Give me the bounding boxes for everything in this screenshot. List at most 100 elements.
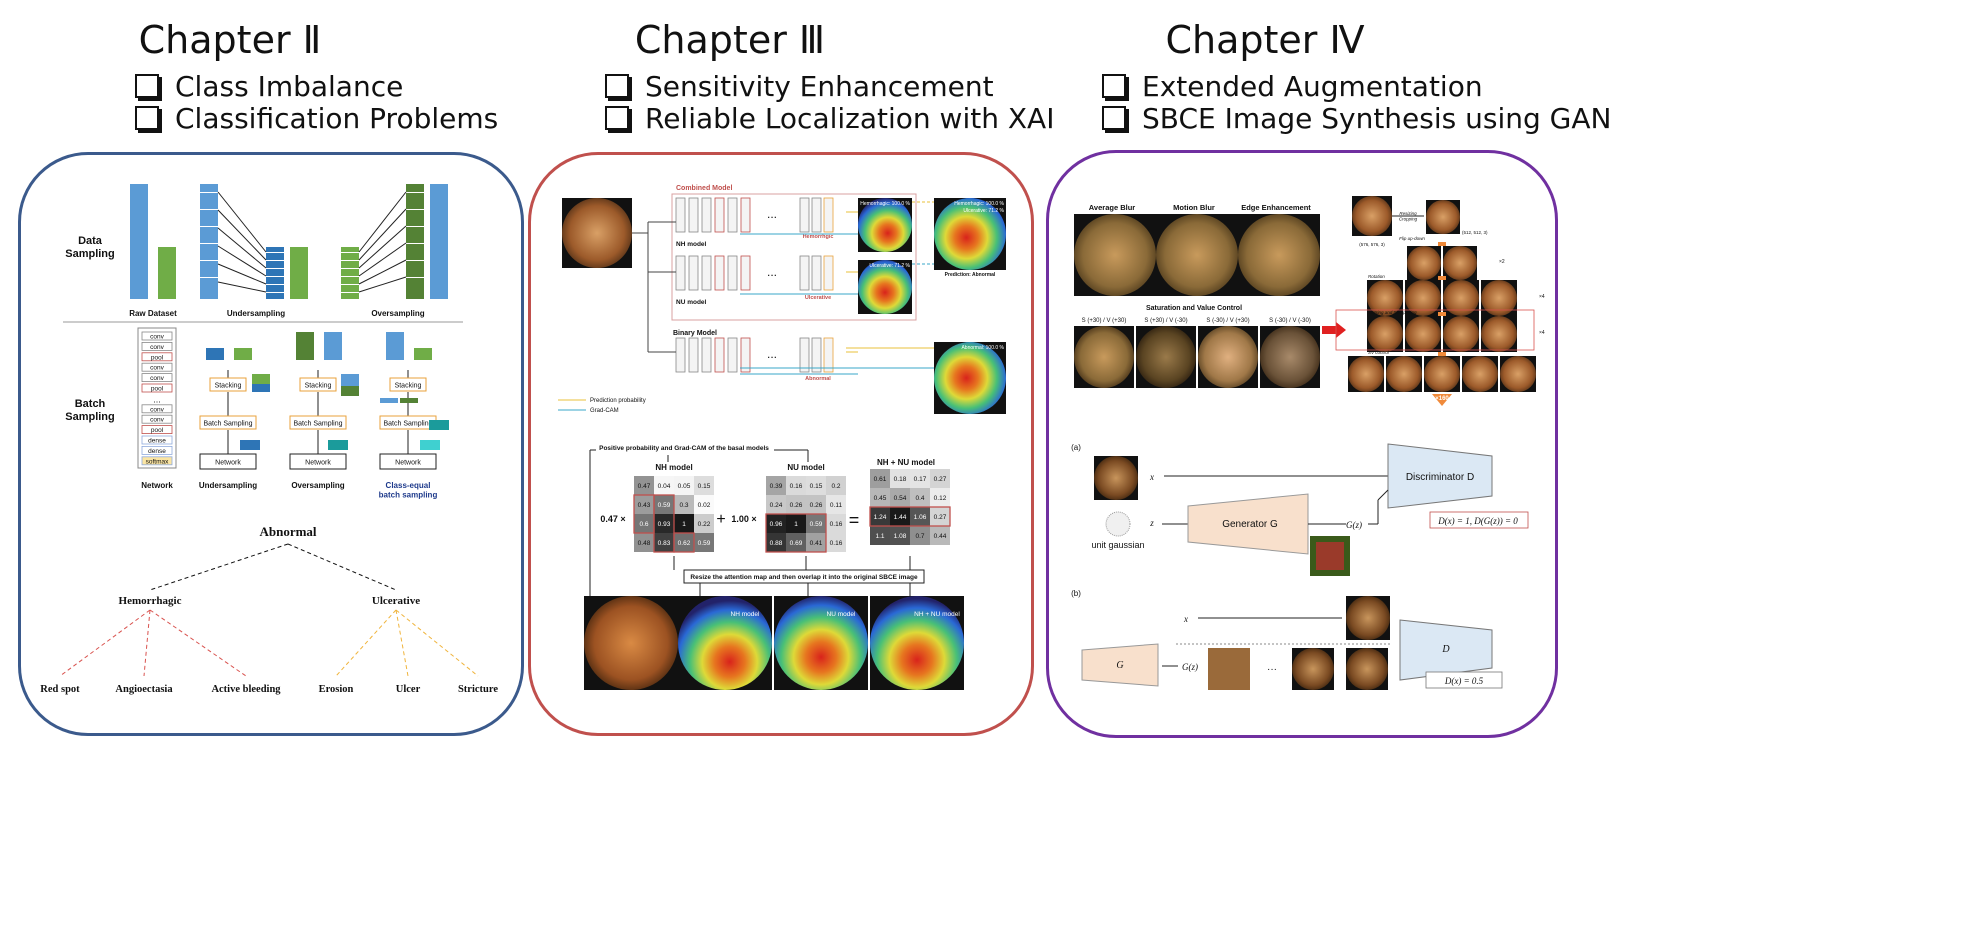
- sv-label: S (+30) / V (+30): [1082, 318, 1127, 324]
- tree-leaf: Ulcer: [396, 684, 421, 695]
- z-variable: z: [1149, 518, 1154, 528]
- goal-label: Classification Problems: [175, 102, 499, 135]
- batch-output: [240, 440, 260, 450]
- bar-divider: [406, 226, 424, 227]
- tree-edge: [59, 609, 151, 677]
- checkbox-icon: [135, 74, 159, 98]
- augmentation-label: Motion Blur: [1173, 203, 1215, 212]
- tree-leaf: Active bleeding: [211, 684, 281, 695]
- tree-edge: [395, 609, 479, 677]
- raw-bar-majority: [130, 184, 148, 299]
- prediction-label: Prediction: Abnormal: [945, 272, 996, 278]
- nh-matrix-value: 0.62: [678, 540, 691, 547]
- ellipsis: ...: [767, 207, 777, 221]
- sum-matrix-cell: [930, 488, 950, 507]
- class-equal-col-stacking-box: [389, 377, 427, 392]
- chapter-goal-item: Sensitivity Enhancement: [605, 70, 994, 103]
- layer-label: dense: [148, 448, 166, 455]
- nu-matrix-value: 0.96: [770, 521, 783, 528]
- batch-sampling-box-label: Batch Sampling: [203, 421, 252, 428]
- layer-label: pool: [151, 427, 164, 434]
- pipeline-connector: [1438, 352, 1446, 356]
- chapter-goal-item: SBCE Image Synthesis using GAN: [1102, 102, 1611, 135]
- nu-cnn-layer: [811, 255, 822, 291]
- over-arrow: [358, 191, 407, 253]
- blur-label: Blurring and Sharpening: [1368, 310, 1417, 315]
- pipeline-aug-image: [1443, 280, 1479, 316]
- overlay-label: NU model: [827, 611, 856, 618]
- sum-matrix-cell: [890, 469, 910, 488]
- oversampling-col-batch-box: [289, 415, 347, 430]
- oversampling-col-network-box: [289, 453, 347, 470]
- stack-part: [341, 374, 359, 386]
- batch-output: [420, 440, 440, 450]
- sv-image: [1136, 326, 1196, 388]
- nu-heatmap: [858, 260, 912, 314]
- goal-label: SBCE Image Synthesis using GAN: [1142, 102, 1612, 135]
- column-label: Undersampling: [199, 481, 257, 490]
- layer-label: conv: [150, 417, 164, 424]
- bar-divider: [406, 192, 424, 193]
- nh-matrix-cell: [654, 495, 674, 514]
- sum-matrix-cell: [870, 469, 890, 488]
- nh-cnn-layer: [727, 197, 738, 233]
- data-sampling-label: Data Sampling: [65, 235, 115, 260]
- sv-control-label: SV control: [1368, 350, 1390, 355]
- nu-matrix-value: 0.41: [810, 540, 823, 547]
- nh-matrix-value: 0.93: [658, 521, 671, 528]
- nu-cnn-layer: [701, 255, 712, 291]
- coefficient-nh: 0.47 ×: [600, 514, 625, 524]
- network-box-label: Network: [215, 460, 241, 467]
- nh-cnn-layer: [799, 197, 810, 233]
- layer-label: conv: [150, 406, 164, 413]
- sum-matrix-cell: [870, 507, 890, 526]
- nh-matrix-value: 0.83: [658, 540, 671, 547]
- pipeline-aug-image: [1443, 316, 1479, 352]
- multiplier-label: ×4: [1539, 330, 1545, 336]
- over-arrow: [358, 242, 407, 277]
- sum-matrix-value: 0.27: [934, 476, 947, 483]
- tree-edge: [149, 609, 247, 677]
- highlight: [673, 532, 695, 553]
- resize-crop-label: Resizing Cropping: [1399, 211, 1418, 221]
- generator-b-label: G: [1116, 660, 1123, 671]
- oversampling-col-class-b: [324, 332, 342, 360]
- pipeline-aug-image: [1443, 246, 1477, 280]
- nh-matrix-cell: [674, 533, 694, 552]
- tree-leaf: Erosion: [319, 684, 354, 695]
- multiplier-label: ×2: [1499, 259, 1505, 265]
- nu-matrix-value: 0.26: [790, 502, 803, 509]
- batch-sampling-box-label: Batch Sampling: [383, 421, 432, 428]
- legend-grad-cam: Grad-CAM: [590, 408, 619, 414]
- undersampling-col-class-a: [206, 348, 224, 360]
- pipeline-aug-image: [1367, 280, 1403, 316]
- binary-cnn-layer: [714, 337, 725, 373]
- gan-b-real-image: [1346, 596, 1390, 640]
- sum-matrix-value: 0.45: [874, 495, 887, 502]
- input-endoscopy-image: [562, 198, 632, 268]
- stacking-label: Stacking: [395, 383, 422, 390]
- nu-cnn-layer: [799, 255, 810, 291]
- bar-divider: [200, 192, 218, 193]
- nu-matrix-cell: [806, 495, 826, 514]
- nu-matrix-cell: [766, 476, 786, 495]
- under-arrow: [217, 227, 267, 269]
- binary-model-label: Binary Model: [673, 330, 717, 337]
- nu-matrix-cell: [786, 533, 806, 552]
- nu-matrix-cell: [826, 476, 846, 495]
- nh-matrix-value: 0.3: [679, 502, 688, 509]
- combined-prob-label: Ulcerative: 71.2 %: [963, 208, 1004, 214]
- coefficient-nu: 1.00 ×: [731, 514, 756, 524]
- pipeline-connector: [1438, 242, 1446, 246]
- chapter-2-diagram: Data Sampling Raw Dataset Undersampling Over…: [40, 184, 498, 695]
- bar-divider: [406, 277, 424, 278]
- bar-divider: [341, 276, 359, 277]
- undersampling-col-stacking-box: [209, 377, 247, 392]
- highlight: [653, 494, 675, 553]
- undersampling-col-network-box: [199, 453, 257, 470]
- column-label: Class-equal batch sampling: [379, 481, 438, 500]
- tree-leaf: Stricture: [458, 684, 498, 695]
- nh-cnn-layer: [740, 197, 751, 233]
- oversampling-col-class-a: [296, 332, 314, 360]
- sum-matrix-value: 0.4: [915, 495, 924, 502]
